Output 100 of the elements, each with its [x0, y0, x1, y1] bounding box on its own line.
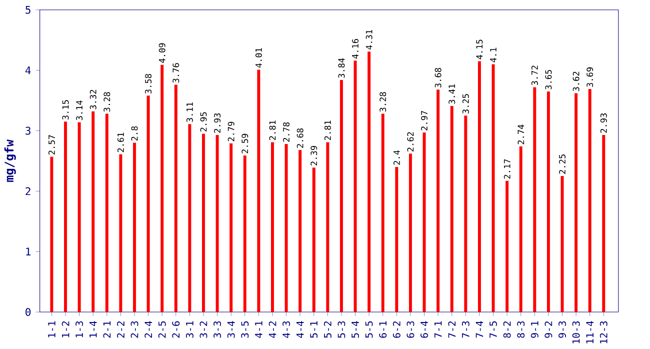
bar — [408, 154, 412, 312]
data-label: 3.58 — [145, 74, 152, 94]
x-tick-label: 7-4 — [476, 321, 484, 338]
x-tick-label: 2-1 — [103, 321, 111, 338]
data-label: 3.62 — [572, 72, 580, 92]
y-tick-label: 2 — [26, 187, 30, 196]
x-tick-label: 1-4 — [90, 321, 97, 338]
x-tick-label: 2-3 — [130, 321, 138, 338]
x-tick-label: 9-2 — [544, 322, 552, 338]
x-tick-label: 8-2 — [503, 322, 511, 338]
data-label: 2.68 — [296, 128, 304, 148]
data-label: 3.69 — [586, 68, 594, 87]
bar — [298, 150, 302, 312]
x-tick-label: 3-3 — [214, 321, 222, 338]
data-label: 3.14 — [76, 100, 83, 120]
data-label: 3.65 — [545, 70, 552, 90]
x-tick-label: 8-3 — [517, 321, 525, 338]
bar — [602, 135, 606, 312]
data-label: 2.97 — [421, 111, 428, 130]
data-label: 2.95 — [200, 112, 207, 132]
x-tick-label: 5-5 — [365, 321, 373, 338]
bar — [506, 180, 509, 312]
x-tick-label: 1-2 — [62, 322, 70, 338]
data-label: 3.72 — [531, 66, 538, 86]
data-label: 3.15 — [62, 100, 69, 120]
x-tick-label: 3-5 — [241, 321, 249, 338]
data-label: 2.17 — [504, 159, 510, 179]
x-tick-label: 9-3 — [558, 321, 566, 338]
x-tick-label: 5-4 — [352, 321, 359, 338]
bar — [230, 144, 233, 312]
data-label: 2.62 — [407, 132, 414, 152]
x-tick-label: 5-2 — [324, 322, 332, 338]
data-label: 2.25 — [559, 154, 566, 174]
x-tick-label: 1-1 — [48, 321, 56, 338]
data-label: 2.39 — [310, 146, 318, 166]
x-tick-label: 9-1 — [530, 321, 538, 338]
x-tick-label: 12-3 — [600, 321, 608, 344]
bar — [92, 112, 95, 312]
x-tick-label: 1-3 — [76, 321, 84, 338]
bar — [519, 146, 522, 312]
data-label: 3.11 — [186, 102, 193, 122]
bar — [574, 93, 578, 312]
data-label: 2.81 — [324, 120, 331, 140]
x-tick-label: 4-1 — [255, 321, 262, 338]
bar — [257, 70, 260, 312]
x-tick-label: 3-4 — [227, 321, 235, 338]
bar — [381, 114, 384, 312]
data-label: 3.25 — [462, 94, 469, 114]
x-tick-label: 4-4 — [296, 321, 304, 338]
data-label: 2.4 — [394, 150, 400, 165]
bar — [174, 84, 178, 312]
y-tick-label: 0 — [26, 308, 31, 316]
data-label: 4.31 — [366, 30, 372, 50]
data-label: 2.59 — [242, 134, 248, 154]
x-tick-label: 7-5 — [490, 321, 497, 338]
x-tick-label: 2-4 — [144, 321, 152, 338]
x-tick-label: 7-2 — [448, 322, 456, 338]
bar — [464, 116, 468, 312]
x-tick-label: 7-3 — [462, 321, 470, 338]
data-label: 4.15 — [476, 40, 483, 60]
x-tick-label: 10-3 — [572, 321, 580, 344]
data-label: 3.28 — [104, 92, 110, 112]
data-label: 3.32 — [90, 90, 96, 110]
x-tick-label: 5-1 — [310, 321, 318, 338]
bar — [216, 135, 219, 312]
data-label: 4.09 — [158, 43, 166, 63]
bar — [160, 64, 164, 312]
y-tick-label: 4 — [25, 66, 31, 74]
y-tick-label: 1 — [26, 248, 30, 256]
data-label: 2.78 — [283, 122, 290, 142]
x-tick-label: 6-4 — [420, 321, 428, 338]
x-tick-label: 5-3 — [338, 321, 346, 338]
bar — [546, 92, 550, 312]
bar — [450, 106, 454, 312]
x-tick-label: 4-2 — [268, 322, 276, 338]
bar — [119, 154, 122, 312]
data-label: 2.79 — [228, 122, 234, 142]
bar — [105, 114, 108, 312]
y-tick-label: 5 — [26, 6, 30, 14]
data-label: 2.8 — [131, 126, 138, 141]
bar — [50, 156, 54, 312]
x-tick-label: 7-1 — [434, 321, 442, 338]
x-tick-label: 6-2 — [392, 322, 400, 338]
bar — [270, 142, 274, 312]
bar — [146, 96, 150, 312]
bar — [478, 61, 481, 312]
bar — [64, 122, 67, 312]
bar — [326, 142, 330, 312]
data-label: 2.93 — [214, 114, 221, 133]
x-tick-label: 3-1 — [186, 321, 194, 338]
data-label: 2.74 — [518, 124, 524, 144]
bar — [202, 134, 205, 312]
data-label: 3.76 — [172, 63, 180, 83]
data-label: 4.16 — [352, 39, 359, 59]
data-label: 2.93 — [600, 114, 607, 133]
bar — [133, 142, 136, 312]
x-tick-label: 2-6 — [172, 321, 180, 338]
data-label: 4.01 — [255, 48, 262, 68]
data-label: 3.68 — [434, 68, 442, 88]
bar — [243, 156, 246, 312]
